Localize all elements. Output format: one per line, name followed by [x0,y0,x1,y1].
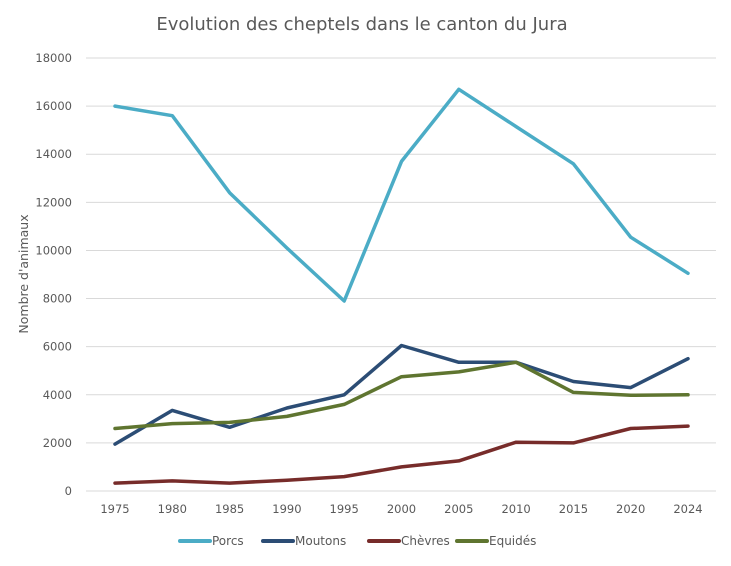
y-axis-ticks: 0 2000 4000 6000 8000 10000 12000 14000 16000 180… [35,51,72,498]
x-tick-label: 2010 [501,502,530,516]
legend-label: Equidés [489,534,536,548]
legend-item: Equidés [455,534,536,548]
y-tick-label: 6000 [43,340,72,354]
x-tick-label: 2015 [559,502,588,516]
legend-label: Chèvres [401,534,450,548]
legend-label: Moutons [295,534,346,548]
x-tick-label: 2000 [387,502,416,516]
y-tick-label: 16000 [35,99,72,113]
gridlines [86,57,716,492]
y-axis-label: Nombre d'animaux [16,214,31,333]
x-axis-ticks: 1975 1980 1985 1990 1995 2000 2005 2010 2015 2020… [100,502,702,516]
y-tick-label: 10000 [35,243,72,257]
x-tick-label: 1995 [330,502,359,516]
y-tick-label: 18000 [35,51,72,65]
chart-title: Evolution des cheptels dans le canton du… [156,14,567,35]
series-lines [113,87,690,485]
series-line-equidés [113,360,690,431]
series-line-chèvres [113,424,690,485]
x-tick-label: 2005 [444,502,473,516]
y-tick-label: 14000 [35,147,72,161]
y-tick-label: 8000 [43,292,72,306]
legend-item: Porcs [178,534,244,548]
y-tick-label: 4000 [43,388,72,402]
y-tick-label: 0 [65,484,72,498]
y-tick-label: 2000 [43,436,72,450]
series-line-porcs [113,87,690,303]
legend-item: Moutons [261,534,346,548]
legend-label: Porcs [212,534,244,548]
x-tick-label: 1985 [215,502,244,516]
x-tick-label: 2024 [673,502,702,516]
x-tick-label: 1975 [100,502,129,516]
x-tick-label: 1990 [272,502,301,516]
legend-item: Chèvres [367,534,450,548]
legend: Porcs Moutons Chèvres Equidés [178,534,536,548]
y-tick-label: 12000 [35,195,72,209]
x-tick-label: 1980 [158,502,187,516]
x-tick-label: 2020 [616,502,645,516]
